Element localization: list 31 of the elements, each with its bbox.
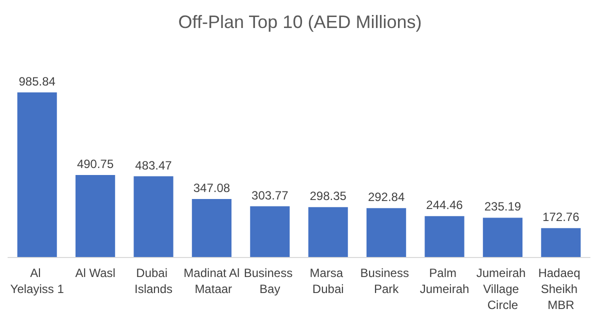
x-tick-label: Business Bay [244, 266, 296, 296]
data-label: 172.76 [542, 210, 580, 224]
x-tick-label: Al Wasl [75, 266, 116, 280]
data-label: 985.84 [18, 74, 56, 88]
bar [192, 199, 232, 257]
data-label: 483.47 [135, 158, 172, 172]
data-label: 244.46 [426, 198, 464, 212]
x-tick-label: Madinat Al Mataar [184, 266, 240, 296]
bar [250, 206, 290, 257]
chart-title: Off-Plan Top 10 (AED Millions) [178, 12, 422, 32]
bar [541, 228, 581, 257]
bar [424, 216, 464, 257]
data-label: 490.75 [76, 157, 114, 172]
data-label: 347.08 [193, 181, 230, 196]
x-tick-label: Marsa Dubai [310, 266, 346, 296]
x-tick-label: Al Yelayiss 1 [10, 266, 64, 296]
data-label: 298.35 [310, 189, 347, 204]
bar [366, 208, 406, 257]
bar [482, 218, 522, 257]
x-tick-label: Palm Jumeirah [420, 266, 470, 296]
bar [76, 175, 116, 257]
x-tick-label: Jumeirah Village Circle [476, 266, 530, 312]
bar [308, 207, 348, 257]
data-label: 303.77 [252, 188, 289, 202]
x-tick-label: Hadaeq Sheikh MBR [538, 266, 584, 312]
x-tick-label: Dubai Islands [134, 266, 173, 296]
data-label: 235.19 [484, 200, 522, 214]
x-tick-label: Business Park [360, 266, 412, 296]
data-label: 292.84 [368, 190, 405, 204]
bar [17, 92, 57, 257]
bar [134, 176, 174, 257]
